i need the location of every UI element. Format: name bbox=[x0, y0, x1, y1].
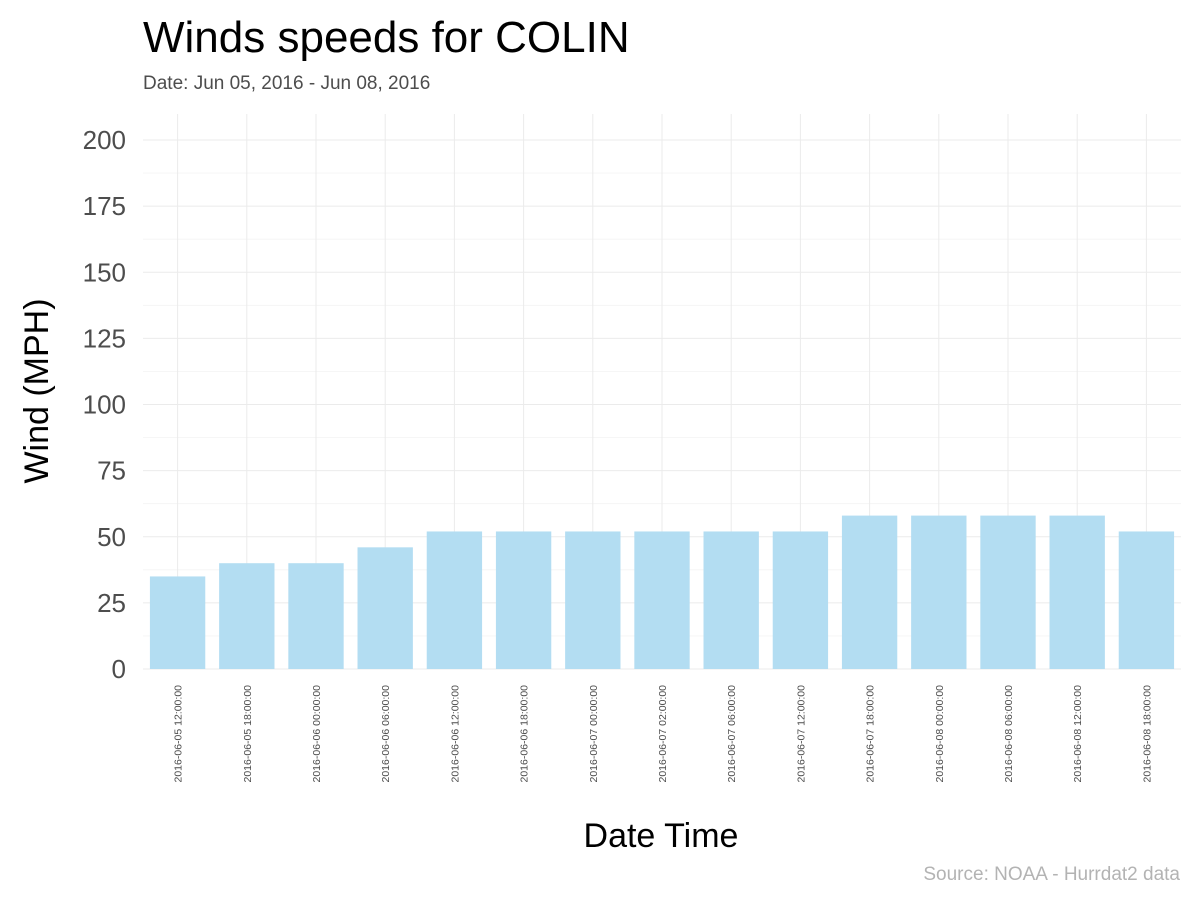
y-tick-label: 150 bbox=[83, 257, 126, 287]
x-tick-label: 2016-06-05 18:00:00 bbox=[242, 685, 254, 783]
x-tick-label: 2016-06-06 18:00:00 bbox=[519, 685, 531, 783]
bar bbox=[426, 531, 483, 669]
bar bbox=[495, 531, 552, 669]
x-tick-label: 2016-06-07 06:00:00 bbox=[726, 685, 738, 783]
y-axis-title: Wind (MPH) bbox=[18, 298, 56, 483]
x-tick-label: 2016-06-08 12:00:00 bbox=[1072, 685, 1084, 783]
y-tick-label: 0 bbox=[112, 654, 126, 684]
bar bbox=[219, 563, 275, 669]
bar bbox=[772, 531, 829, 669]
y-tick-label: 50 bbox=[97, 522, 126, 552]
bars bbox=[149, 515, 1175, 669]
chart-title: Winds speeds for COLIN bbox=[143, 13, 630, 62]
y-tick-label: 100 bbox=[83, 390, 126, 420]
x-tick-label: 2016-06-06 12:00:00 bbox=[449, 685, 461, 783]
chart-subtitle: Date: Jun 05, 2016 - Jun 08, 2016 bbox=[143, 73, 430, 94]
x-axis-ticks: 2016-06-05 12:00:00 2016-06-05 18:00:00 20… bbox=[173, 685, 1154, 783]
x-tick-label: 2016-06-07 12:00:00 bbox=[795, 685, 807, 783]
bar bbox=[288, 563, 344, 669]
bar bbox=[357, 547, 413, 669]
y-tick-label: 125 bbox=[83, 323, 126, 353]
bar bbox=[634, 531, 690, 669]
bar bbox=[841, 515, 898, 669]
y-tick-label: 75 bbox=[97, 456, 126, 486]
y-axis-ticks: 0 25 50 75 100 125 150 175 200 bbox=[83, 125, 126, 684]
bar bbox=[149, 576, 206, 669]
x-tick-label: 2016-06-07 18:00:00 bbox=[865, 685, 877, 783]
bar bbox=[1049, 515, 1105, 669]
x-tick-label: 2016-06-07 02:00:00 bbox=[657, 685, 669, 783]
x-tick-label: 2016-06-08 06:00:00 bbox=[1003, 685, 1015, 783]
x-tick-label: 2016-06-06 06:00:00 bbox=[380, 685, 392, 783]
x-tick-label: 2016-06-06 00:00:00 bbox=[311, 685, 323, 783]
x-axis-title: Date Time bbox=[584, 817, 739, 855]
x-tick-label: 2016-06-08 18:00:00 bbox=[1141, 685, 1153, 783]
y-tick-label: 200 bbox=[83, 125, 126, 155]
bar bbox=[1118, 531, 1175, 669]
x-tick-label: 2016-06-05 12:00:00 bbox=[173, 685, 185, 783]
bar bbox=[703, 531, 759, 669]
bar bbox=[565, 531, 621, 669]
bar bbox=[911, 515, 967, 669]
source-caption: Source: NOAA - Hurrdat2 data bbox=[923, 864, 1180, 885]
y-tick-label: 175 bbox=[83, 191, 126, 221]
bar bbox=[980, 515, 1036, 669]
x-tick-label: 2016-06-08 00:00:00 bbox=[934, 685, 946, 783]
y-tick-label: 25 bbox=[97, 588, 126, 618]
x-tick-label: 2016-06-07 00:00:00 bbox=[588, 685, 600, 783]
